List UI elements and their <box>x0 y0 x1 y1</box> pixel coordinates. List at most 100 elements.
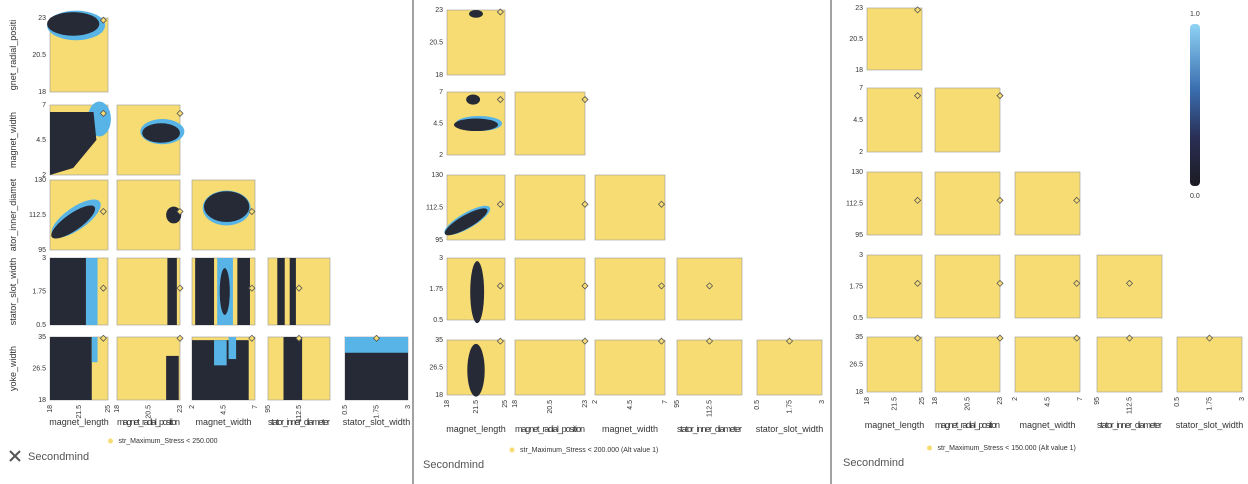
optimum-marker <box>295 284 303 292</box>
y-tick-label: 2 <box>42 172 46 179</box>
x-tick-label: 7 <box>662 400 669 404</box>
column-label: magnet_length <box>49 417 109 427</box>
x-tick-label: 18 <box>864 397 871 405</box>
feasibility-region <box>167 258 177 325</box>
x-tick-label: 20.5 <box>146 405 153 419</box>
plot-cell <box>1176 336 1243 393</box>
x-tick-label: 3 <box>405 405 412 409</box>
optimum-marker <box>1073 279 1081 287</box>
feasibility-region <box>283 337 303 400</box>
x-tick-label: 23 <box>582 400 589 408</box>
y-tick-label: 130 <box>851 169 863 176</box>
optimum-marker <box>657 282 666 290</box>
feasibility-region <box>219 268 230 315</box>
x-tick-label: 1.75 <box>787 400 794 414</box>
x-tick-label: 0.5 <box>1174 397 1181 407</box>
x-tick-label: 20.5 <box>547 400 554 414</box>
plot-cell <box>514 257 586 321</box>
x-tick-label: 25 <box>502 400 509 408</box>
feasibility-region <box>237 258 250 325</box>
row-label: magnet_width <box>8 112 18 168</box>
y-tick-label: 18 <box>435 72 443 79</box>
optimum-marker <box>99 207 107 216</box>
x-tick-label: 18 <box>114 405 121 413</box>
plot-cell <box>866 254 923 319</box>
y-tick-label: 4.5 <box>433 121 443 128</box>
optimum-marker <box>1073 196 1081 204</box>
optimum-marker <box>581 95 589 104</box>
feasibility-region <box>203 191 250 223</box>
x-tick-label: 18 <box>512 400 519 408</box>
y-tick-label: 3 <box>439 255 443 262</box>
legend-label: str_Maximum_Stress < 150.000 (Alt value … <box>938 445 1076 452</box>
optimum-marker <box>785 337 794 345</box>
column-label: magnet_width <box>195 417 251 427</box>
plot-cell <box>446 9 506 76</box>
y-tick-label: 18 <box>38 89 46 96</box>
y-tick-label: 0.5 <box>36 322 46 329</box>
feasibility-region <box>214 340 227 366</box>
x-tick-label: 21.5 <box>473 400 480 414</box>
optimum-marker <box>657 200 666 208</box>
y-tick-label: 20.5 <box>32 52 46 59</box>
y-tick-label: 1.75 <box>32 289 46 296</box>
x-tick-label: 112.5 <box>296 405 303 422</box>
column-label: magnet_length <box>865 420 925 430</box>
y-tick-label: 23 <box>38 15 46 22</box>
row-label: gnet_radial_positi <box>8 20 18 91</box>
plot-cell <box>594 174 666 241</box>
optimum-marker <box>372 334 381 342</box>
brand: Secondmind <box>843 457 904 469</box>
x-tick-label: 3 <box>819 400 826 404</box>
optimum-marker <box>1073 334 1081 342</box>
x-tick-label: 21.5 <box>892 397 899 411</box>
colorbar-max-label: 1.0 <box>1190 11 1200 18</box>
plot-cell <box>1014 254 1081 319</box>
x-tick-label: 23 <box>997 397 1004 405</box>
column-label: stator_slot_width <box>1176 420 1244 430</box>
legend-label: str_Maximum_Stress < 250.000 <box>119 438 218 445</box>
optimum-marker <box>657 337 666 345</box>
optimum-marker <box>176 109 184 117</box>
plot-cell <box>866 7 923 71</box>
y-tick-label: 112.5 <box>426 205 443 212</box>
optimum-marker <box>99 284 107 292</box>
feasibility-region <box>469 10 483 18</box>
optimum-marker <box>248 207 256 216</box>
feasibility-region <box>47 12 100 36</box>
x-tick-label: 4.5 <box>1045 397 1052 407</box>
feasibility-region <box>50 112 97 175</box>
plot-cell <box>866 171 923 236</box>
x-tick-label: 25 <box>105 405 112 413</box>
y-tick-label: 1.75 <box>849 284 863 291</box>
x-tick-label: 7 <box>1077 397 1084 401</box>
x-tick-label: 3 <box>1239 397 1246 401</box>
legend-dot <box>509 447 515 453</box>
colorbar <box>1190 24 1200 186</box>
plot-cell <box>594 339 666 396</box>
y-tick-label: 112.5 <box>846 201 863 208</box>
optimum-marker <box>99 109 107 117</box>
x-tick-label: 18 <box>444 400 451 408</box>
feasibility-region <box>50 337 92 400</box>
feasibility-region <box>228 337 237 360</box>
y-tick-label: 95 <box>38 247 46 254</box>
x-tick-label: 20.5 <box>965 397 972 411</box>
x-tick-label: 2 <box>1012 397 1019 401</box>
optimum-marker <box>705 337 714 345</box>
colorbar-min-label: 0.0 <box>1190 193 1200 200</box>
plot-cell <box>676 339 743 396</box>
row-label: stator_slot_width <box>8 258 18 326</box>
y-tick-label: 112.5 <box>29 212 46 219</box>
x-tick-label: 4.5 <box>627 400 634 410</box>
optimum-marker <box>248 334 256 342</box>
y-tick-label: 7 <box>859 85 863 92</box>
optimum-marker <box>496 200 504 208</box>
y-tick-label: 0.5 <box>853 315 863 322</box>
plot-cell <box>934 87 1001 153</box>
optimum-marker <box>248 284 256 292</box>
x-tick-label: 21.5 <box>76 405 83 419</box>
column-label: magnet_radial_position <box>935 420 1000 430</box>
y-tick-label: 3 <box>859 252 863 259</box>
